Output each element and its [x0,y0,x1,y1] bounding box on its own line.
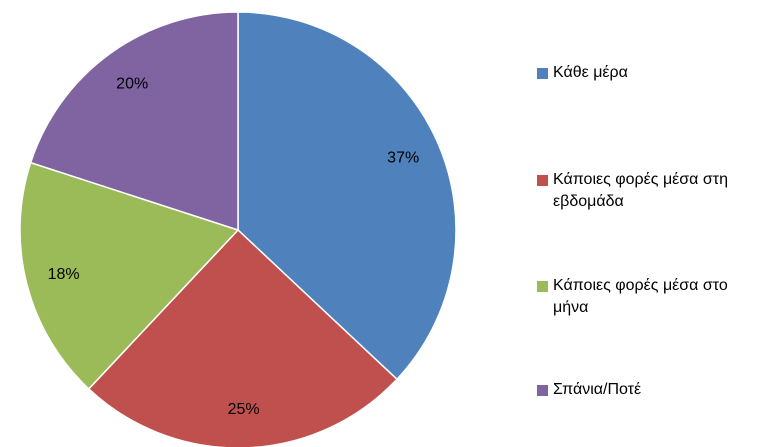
data-label: 20% [116,76,148,93]
legend-swatch [537,385,548,396]
data-label: 25% [228,401,260,418]
pie-slice [19,161,240,390]
data-label: 18% [48,266,80,283]
legend-label: Κάποιες φορές μέσα στη εβδομάδα [553,171,728,210]
pie-area: 37% 25% 18% 20% [19,11,457,447]
pie-slice [29,11,239,232]
legend-item: Κάποιες φορές μέσα στο μήνα [537,275,757,319]
legend-swatch [537,281,548,292]
legend-item: Σπάνια/Ποτέ [537,379,757,401]
legend-item: Κάποιες φορές μέσα στη εβδομάδα [537,169,757,213]
legend-swatch [537,68,548,79]
legend-label: Κάθε μέρα [553,64,628,81]
pie-slice [87,228,398,447]
pie-slice [237,11,457,381]
legend-label: Κάποιες φορές μέσα στο μήνα [553,277,728,316]
legend-label: Σπάνια/Ποτέ [553,381,642,398]
legend-item: Κάθε μέρα [537,62,757,84]
legend-swatch [537,175,548,186]
data-label: 37% [387,150,419,167]
